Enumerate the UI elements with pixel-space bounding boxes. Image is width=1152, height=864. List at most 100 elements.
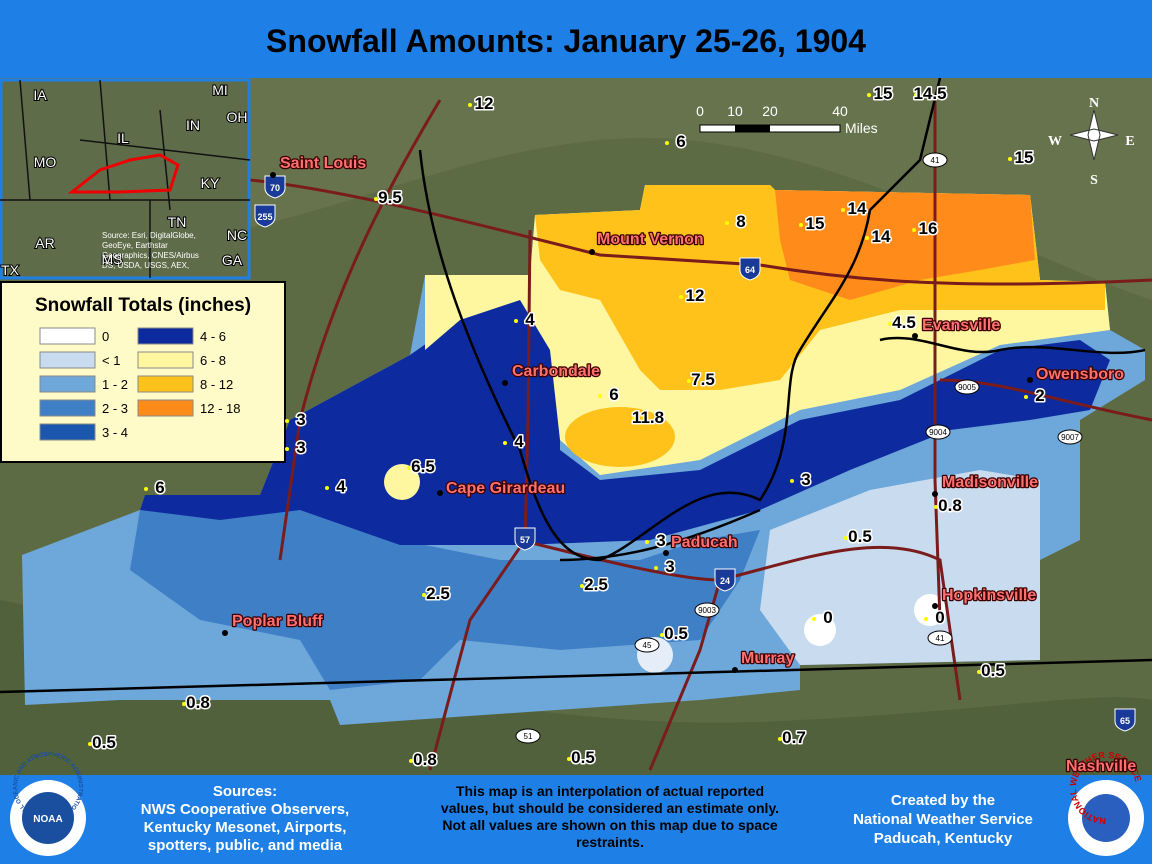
- legend-swatch: [39, 375, 96, 393]
- nws-logo-inner: [1082, 794, 1130, 842]
- station-dot: [867, 93, 871, 97]
- station-dot: [580, 584, 584, 588]
- station-dot: [725, 221, 729, 225]
- snowfall-value: 6: [676, 132, 685, 151]
- legend-label: 2 - 3: [102, 401, 128, 416]
- route-shield: [954, 379, 980, 395]
- city-dot: [222, 630, 228, 636]
- legend-swatch: [39, 423, 96, 441]
- state-label: NC: [227, 227, 247, 243]
- station-dot: [841, 208, 845, 212]
- scale-label: 10: [727, 103, 743, 119]
- city-dot: [663, 550, 669, 556]
- snowfall-value: 3: [665, 557, 674, 576]
- station-dot: [679, 295, 683, 299]
- snowfall-value: 0.8: [413, 750, 437, 769]
- inset-attribution: GeoEye, Earthstar: [102, 241, 168, 250]
- snowfall-value: 0.5: [92, 733, 116, 752]
- header: [0, 0, 1152, 78]
- footer-credit: National Weather Service: [853, 811, 1033, 828]
- legend-swatch: [39, 399, 96, 417]
- station-dot: [285, 419, 289, 423]
- station-dot: [645, 540, 649, 544]
- station-dot: [468, 103, 472, 107]
- route-shield: [925, 424, 951, 440]
- city-dot: [932, 491, 938, 497]
- snowfall-value: 3: [801, 470, 810, 489]
- snowfall-value: 0: [823, 608, 832, 627]
- legend-swatch: [39, 327, 96, 345]
- snowfall-value: 4.5: [892, 313, 916, 332]
- snowfall-value: 2.5: [584, 575, 608, 594]
- noaa-logo-inner: [22, 792, 74, 844]
- station-dot: [812, 617, 816, 621]
- station-dot: [1024, 395, 1028, 399]
- snowfall-value: 12: [686, 286, 705, 305]
- legend-label: 4 - 6: [200, 329, 226, 344]
- legend-swatch: [137, 399, 194, 417]
- snowfall-value: 0.5: [664, 624, 688, 643]
- route-number: 9007: [1061, 433, 1079, 442]
- state-label: MI: [212, 82, 228, 98]
- route-number: 41: [931, 156, 940, 165]
- snowfall-value: 0.5: [848, 527, 872, 546]
- route-shield: [634, 637, 660, 653]
- route-number: 41: [936, 634, 945, 643]
- legend-swatch: [39, 351, 96, 369]
- state-label: MS: [102, 251, 123, 267]
- interstate-number: 255: [257, 212, 272, 222]
- station-dot: [1008, 157, 1012, 161]
- station-dot: [934, 505, 938, 509]
- route-number: 9004: [929, 428, 947, 437]
- station-dot: [924, 617, 928, 621]
- snowfall-value: 2.5: [426, 584, 450, 603]
- station-dot: [598, 394, 602, 398]
- station-dot: [914, 93, 918, 97]
- compass-letter: S: [1090, 173, 1098, 188]
- city-dot: [912, 333, 918, 339]
- interstate-shield: [514, 527, 536, 551]
- state-label: IL: [117, 130, 129, 146]
- snowfall-value: 8: [736, 212, 745, 231]
- snowfall-value: 15: [874, 84, 893, 103]
- station-dot: [567, 757, 571, 761]
- state-label: TN: [168, 214, 187, 230]
- city-dot: [589, 249, 595, 255]
- snowfall-value: 14.5: [913, 84, 946, 103]
- station-dot: [665, 141, 669, 145]
- city-dot: [1027, 377, 1033, 383]
- footer-sources: Kentucky Mesonet, Airports,: [144, 819, 347, 836]
- snowfall-value: 14: [872, 227, 891, 246]
- inset-attribution: DS, USDA, USGS, AEX,: [102, 261, 189, 270]
- snowfall-value: 15: [1015, 148, 1034, 167]
- city-label: Saint Louis: [280, 155, 366, 172]
- city-dot: [732, 667, 738, 673]
- legend-swatch: [137, 375, 194, 393]
- boundaries: [0, 77, 1152, 694]
- station-dot: [407, 466, 411, 470]
- state-label: TX: [1, 262, 20, 278]
- city-label: Nashville: [1066, 758, 1136, 775]
- city-label: Carbondale: [512, 363, 600, 380]
- legend-title: Snowfall Totals (inches): [35, 295, 251, 316]
- station-dot: [503, 441, 507, 445]
- city-label: Mount Vernon: [597, 231, 704, 248]
- interstate-shield: [739, 257, 761, 281]
- legend-label: 6 - 8: [200, 353, 226, 368]
- route-number: 51: [524, 732, 533, 741]
- legend-label: 1 - 2: [102, 377, 128, 392]
- station-dot: [778, 737, 782, 741]
- legend-swatch: [137, 327, 194, 345]
- footer-credit: Created by the: [891, 792, 995, 809]
- interstate-shield: [714, 568, 736, 592]
- snowfall-value: 0: [935, 608, 944, 627]
- city-label: Madisonville: [942, 474, 1038, 491]
- station-dot: [790, 479, 794, 483]
- basemap-texture: [0, 78, 1152, 300]
- snowfall-value: 3: [656, 531, 665, 550]
- snowfall-value: 4: [525, 310, 535, 329]
- state-label: IA: [33, 87, 47, 103]
- route-shield: [922, 152, 948, 168]
- city-label: Hopkinsville: [942, 587, 1036, 604]
- route-shield: [694, 602, 720, 618]
